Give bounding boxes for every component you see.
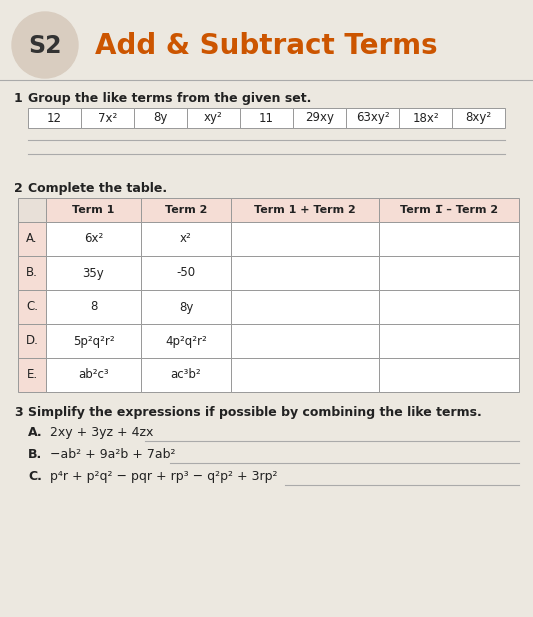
Bar [293, 108, 346, 128]
Text: −ab² + 9a²b + 7ab²: −ab² + 9a²b + 7ab² [50, 448, 175, 461]
Bar [141, 222, 231, 256]
Text: C.: C. [28, 470, 42, 483]
Text: Complete the table.: Complete the table. [28, 182, 167, 195]
Bar [141, 324, 231, 358]
Bar [231, 358, 379, 392]
Circle shape [12, 12, 78, 78]
Text: xy²: xy² [204, 112, 223, 125]
Text: 1: 1 [14, 92, 23, 105]
Bar [231, 222, 379, 256]
Bar [46, 290, 141, 324]
Bar [240, 108, 293, 128]
Text: p⁴r + p²q² − pqr + rp³ − q²p² + 3rp²: p⁴r + p²q² − pqr + rp³ − q²p² + 3rp² [50, 470, 278, 483]
Bar [141, 256, 231, 290]
Bar [18, 358, 46, 392]
Text: A.: A. [26, 233, 38, 246]
Bar [379, 256, 519, 290]
Text: S2: S2 [28, 34, 62, 58]
Bar [18, 222, 46, 256]
Bar [379, 198, 519, 222]
Text: 2xy + 3yz + 4zx: 2xy + 3yz + 4zx [50, 426, 154, 439]
Bar [46, 222, 141, 256]
Text: D.: D. [26, 334, 38, 347]
Bar [379, 324, 519, 358]
Text: Term 1 + Term 2: Term 1 + Term 2 [254, 205, 356, 215]
Bar [134, 108, 187, 128]
Text: Simplify the expressions if possible by combining the like terms.: Simplify the expressions if possible by … [28, 406, 482, 419]
Text: E.: E. [27, 368, 37, 381]
Text: 8y: 8y [154, 112, 168, 125]
Bar [18, 198, 46, 222]
Bar [81, 108, 134, 128]
Text: 8xy²: 8xy² [465, 112, 491, 125]
Text: ab²c³: ab²c³ [78, 368, 109, 381]
Text: 35y: 35y [83, 267, 104, 280]
Bar [18, 256, 46, 290]
Bar [46, 324, 141, 358]
Bar [399, 108, 452, 128]
Text: 8: 8 [90, 300, 97, 313]
Bar [452, 108, 505, 128]
Bar [231, 256, 379, 290]
Text: 4p²q²r²: 4p²q²r² [165, 334, 207, 347]
Bar [231, 198, 379, 222]
Bar [379, 290, 519, 324]
Bar [46, 358, 141, 392]
Text: ac³b²: ac³b² [171, 368, 201, 381]
Text: B.: B. [28, 448, 42, 461]
Text: Group the like terms from the given set.: Group the like terms from the given set. [28, 92, 311, 105]
Text: 11: 11 [259, 112, 274, 125]
Text: Add & Subtract Terms: Add & Subtract Terms [95, 32, 438, 60]
Text: 2: 2 [14, 182, 23, 195]
Text: 63xy²: 63xy² [356, 112, 389, 125]
Text: Term 2: Term 2 [165, 205, 207, 215]
Bar [231, 324, 379, 358]
Bar [46, 256, 141, 290]
Bar [379, 358, 519, 392]
Text: C.: C. [26, 300, 38, 313]
Text: -50: -50 [176, 267, 196, 280]
Bar [141, 290, 231, 324]
Bar [141, 358, 231, 392]
Text: 29xy: 29xy [305, 112, 334, 125]
Bar [18, 324, 46, 358]
Bar [187, 108, 240, 128]
Bar [141, 198, 231, 222]
Text: Term 1: Term 1 [72, 205, 115, 215]
Text: 8y: 8y [179, 300, 193, 313]
Text: Term 1̅ – Term 2: Term 1̅ – Term 2 [400, 205, 498, 215]
Text: B.: B. [26, 267, 38, 280]
Text: 12: 12 [47, 112, 62, 125]
Text: 6x²: 6x² [84, 233, 103, 246]
Text: x²: x² [180, 233, 192, 246]
Text: 7x²: 7x² [98, 112, 117, 125]
Text: A.: A. [28, 426, 43, 439]
Bar [46, 198, 141, 222]
Bar [28, 108, 81, 128]
Bar [379, 222, 519, 256]
Bar [346, 108, 399, 128]
Bar [231, 290, 379, 324]
Text: 3: 3 [14, 406, 22, 419]
Bar [18, 290, 46, 324]
Text: 5p²q²r²: 5p²q²r² [72, 334, 114, 347]
Text: 18x²: 18x² [412, 112, 439, 125]
